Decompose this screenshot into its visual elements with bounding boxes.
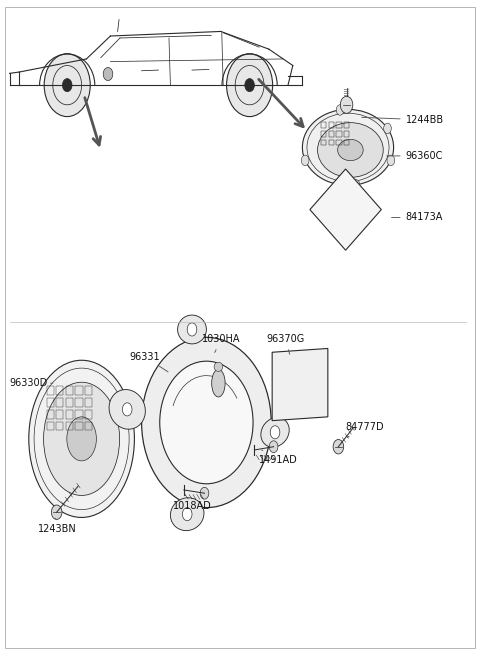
Bar (329, 122, 334, 128)
Bar (344, 122, 349, 128)
Bar (47, 422, 54, 430)
Bar (336, 122, 342, 128)
Text: 1018AD: 1018AD (173, 495, 212, 511)
Bar (66, 386, 73, 395)
Ellipse shape (337, 140, 363, 160)
Polygon shape (310, 169, 381, 250)
Bar (85, 398, 92, 407)
Text: 84777D: 84777D (346, 422, 384, 438)
Bar (66, 422, 73, 430)
Bar (336, 131, 342, 137)
Bar (56, 410, 63, 419)
Bar (56, 386, 63, 395)
Bar (344, 140, 349, 145)
Circle shape (62, 79, 72, 92)
Circle shape (227, 54, 273, 117)
Ellipse shape (160, 361, 253, 484)
Bar (85, 410, 92, 419)
Circle shape (340, 96, 353, 113)
Bar (329, 131, 334, 137)
Bar (56, 398, 63, 407)
Bar (321, 140, 326, 145)
Ellipse shape (109, 390, 145, 429)
Ellipse shape (44, 383, 120, 495)
Ellipse shape (212, 369, 225, 397)
Circle shape (182, 508, 192, 521)
Bar (47, 386, 54, 395)
Circle shape (387, 155, 395, 166)
Circle shape (103, 67, 113, 81)
Text: 1030HA: 1030HA (202, 334, 240, 352)
Text: 96360C: 96360C (387, 151, 443, 161)
Bar (66, 398, 73, 407)
Circle shape (187, 323, 197, 336)
Ellipse shape (67, 417, 96, 461)
Text: 84173A: 84173A (392, 212, 443, 223)
Text: 1491AD: 1491AD (259, 450, 298, 465)
Bar (75, 386, 83, 395)
Ellipse shape (142, 337, 271, 508)
Ellipse shape (29, 360, 134, 517)
Circle shape (333, 440, 344, 454)
Text: 96370G: 96370G (266, 334, 305, 354)
Ellipse shape (178, 315, 206, 344)
Text: 96331: 96331 (130, 352, 168, 372)
Bar (344, 131, 349, 137)
Bar (85, 386, 92, 395)
Ellipse shape (261, 417, 289, 447)
Circle shape (384, 123, 391, 134)
Bar (75, 410, 83, 419)
Ellipse shape (214, 362, 223, 371)
Circle shape (51, 505, 62, 519)
Bar (321, 131, 326, 137)
Circle shape (352, 179, 360, 190)
Circle shape (270, 426, 280, 439)
Circle shape (200, 487, 209, 499)
Bar (75, 422, 83, 430)
Ellipse shape (302, 109, 394, 185)
Circle shape (122, 403, 132, 416)
Ellipse shape (318, 122, 383, 178)
Bar (47, 410, 54, 419)
Circle shape (245, 79, 254, 92)
Bar (66, 410, 73, 419)
Polygon shape (272, 348, 328, 421)
Bar (336, 140, 342, 145)
Ellipse shape (170, 498, 204, 531)
Bar (85, 422, 92, 430)
Bar (321, 122, 326, 128)
Bar (56, 422, 63, 430)
Circle shape (301, 155, 309, 166)
Text: 1243BN: 1243BN (38, 518, 77, 534)
Bar (75, 398, 83, 407)
Text: 1244BB: 1244BB (362, 115, 444, 125)
Text: 96330D: 96330D (10, 378, 53, 388)
Circle shape (269, 441, 278, 453)
Circle shape (44, 54, 90, 117)
Bar (47, 398, 54, 407)
Bar (329, 140, 334, 145)
Circle shape (336, 105, 344, 115)
